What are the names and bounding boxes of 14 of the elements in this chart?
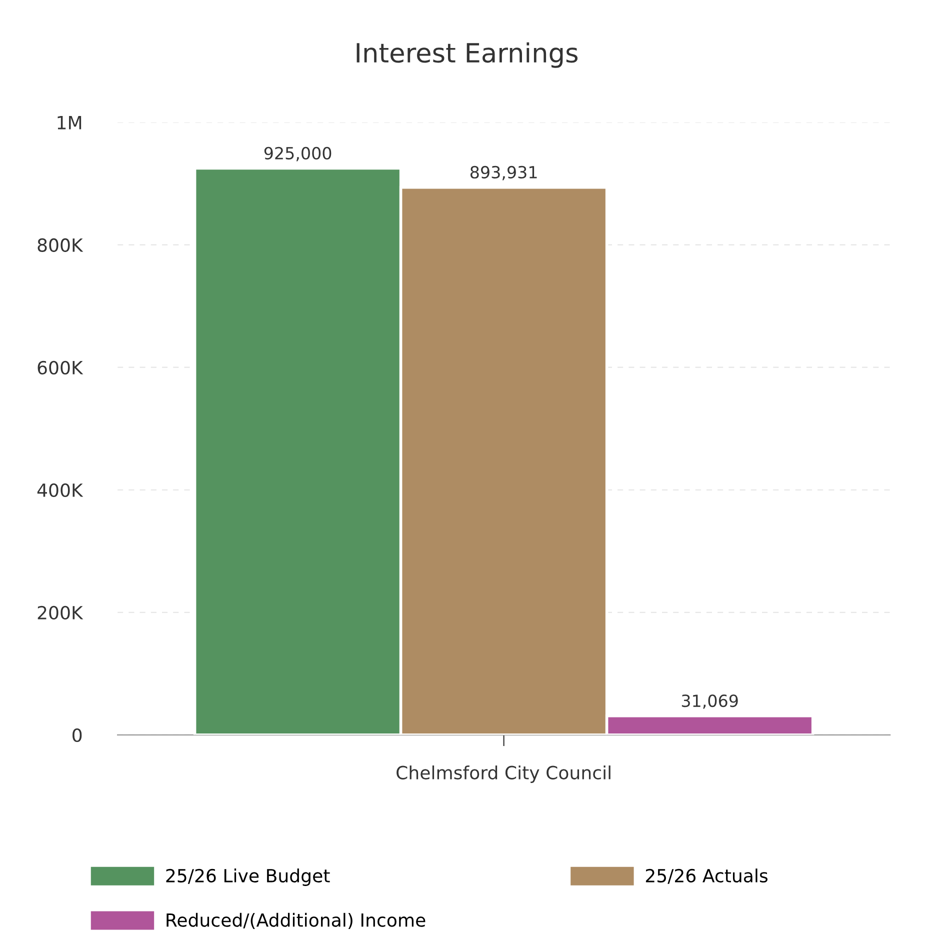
legend-label: 25/26 Actuals bbox=[646, 868, 768, 884]
y-tick-label: 400K bbox=[37, 483, 84, 497]
data-label: 925,000 bbox=[264, 146, 332, 162]
chart-title: Interest Earnings bbox=[356, 42, 578, 68]
x-tick-label: Chelmsford City Council bbox=[396, 765, 610, 783]
y-tick-label: 0 bbox=[72, 728, 82, 742]
y-tick-label: 200K bbox=[38, 606, 84, 620]
data-label: 893,931 bbox=[470, 166, 537, 180]
y-tick-label: 1M bbox=[58, 116, 82, 130]
y-tick-label: 800K bbox=[38, 238, 84, 252]
legend-label: Reduced/(Additional) Income bbox=[166, 912, 426, 930]
data-label: 31,069 bbox=[682, 694, 738, 709]
legend-label: 25/26 Live Budget bbox=[166, 868, 330, 886]
y-tick-label: 600K bbox=[38, 360, 84, 374]
